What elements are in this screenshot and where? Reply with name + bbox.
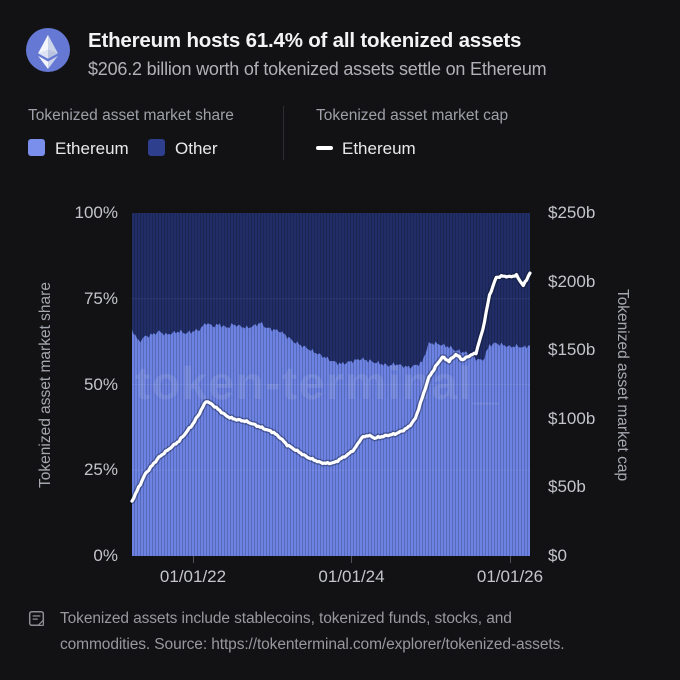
legend-divider xyxy=(283,106,284,160)
x-axis-tick-mark xyxy=(351,556,352,563)
x-axis-tick: 01/01/26 xyxy=(476,567,544,586)
legend-swatch-ethereum[interactable] xyxy=(28,139,45,156)
legend-label-ethereum-share[interactable]: Ethereum xyxy=(55,139,129,158)
x-axis-tick-mark xyxy=(509,556,511,563)
note-icon xyxy=(28,610,45,627)
right-axis-tick: $200b xyxy=(548,271,596,291)
page-subtitle: $206.2 billion worth of tokenized assets… xyxy=(88,59,547,79)
footer-note: Tokenized assets include stablecoins, to… xyxy=(60,610,565,653)
left-axis-tick: 25% xyxy=(83,460,118,480)
left-axis-tick: 100% xyxy=(74,203,118,222)
page-title: Ethereum hosts 61.4% of all tokenized as… xyxy=(88,29,522,52)
legend-label-other-share[interactable]: Other xyxy=(175,139,218,158)
legend-swatch-other[interactable] xyxy=(148,139,165,156)
left-axis-tick: 50% xyxy=(83,374,118,394)
x-axis-tick: 01/01/24 xyxy=(318,567,385,586)
right-axis-tick: $100b xyxy=(548,408,596,428)
x-axis-tick-mark xyxy=(192,556,194,563)
right-axis-tick: $250b xyxy=(548,203,596,222)
ethereum-logo-icon xyxy=(26,28,70,72)
left-axis-tick: 75% xyxy=(83,288,118,308)
right-axis-tick: $50b xyxy=(548,477,586,497)
right-axis-tick: $150b xyxy=(548,340,596,360)
legend-heading-market-share: Tokenized asset market share xyxy=(28,107,234,124)
token-terminal-watermark: token-terminal_ xyxy=(135,357,500,409)
x-axis-tick: 01/01/22 xyxy=(159,567,227,586)
legend-heading-market-cap: Tokenized asset market cap xyxy=(316,107,509,124)
left-axis-tick: 0% xyxy=(93,546,118,565)
legend-line-swatch[interactable] xyxy=(316,146,333,150)
market-cap-line xyxy=(130,271,532,503)
chart-plot[interactable]: token-terminal_ xyxy=(129,213,533,556)
legend-label-ethereum-cap[interactable]: Ethereum xyxy=(342,139,416,158)
right-axis-tick: $0 xyxy=(548,546,567,565)
